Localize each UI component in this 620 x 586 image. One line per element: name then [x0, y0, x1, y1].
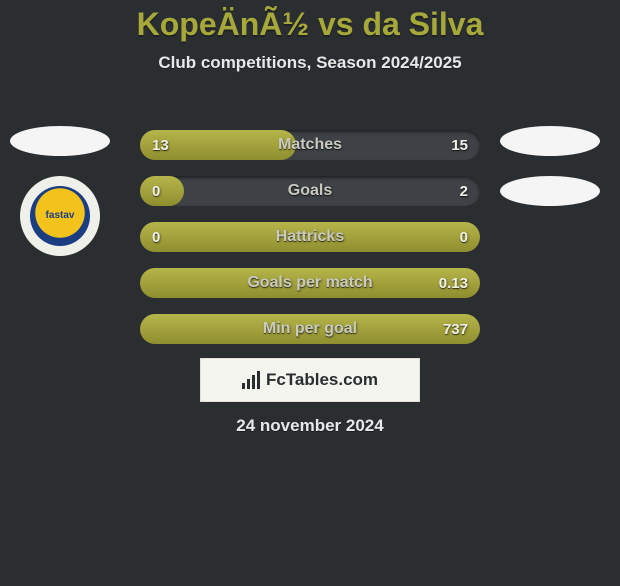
stat-label: Goals per match	[140, 268, 480, 298]
brand-label: FcTables.com	[266, 370, 378, 390]
comparison-date: 24 november 2024	[0, 416, 620, 436]
club-crest-inner: fastav	[30, 186, 90, 246]
stat-label: Min per goal	[140, 314, 480, 344]
stat-label: Matches	[140, 130, 480, 160]
stat-label: Goals	[140, 176, 480, 206]
subtitle: Club competitions, Season 2024/2025	[0, 53, 620, 73]
right-player-column	[500, 126, 600, 226]
page-title: KopeÄnÃ½ vs da Silva	[0, 6, 620, 43]
player-flag-left	[10, 126, 110, 156]
stat-bar-row: 737Min per goal	[140, 314, 480, 344]
left-player-column: fastav	[10, 126, 110, 256]
stat-bar-row: 00Hattricks	[140, 222, 480, 252]
stat-bar-row: 1315Matches	[140, 130, 480, 160]
club-crest-left: fastav	[20, 176, 100, 256]
player-flag-right-1	[500, 126, 600, 156]
chart-icon	[242, 371, 260, 389]
stat-bars: 1315Matches 02Goals 00Hattricks 0.13Goals p…	[140, 130, 480, 360]
player-flag-right-2	[500, 176, 600, 206]
stat-label: Hattricks	[140, 222, 480, 252]
stat-bar-row: 02Goals	[140, 176, 480, 206]
brand-box[interactable]: FcTables.com	[200, 358, 420, 402]
stat-bar-row: 0.13Goals per match	[140, 268, 480, 298]
